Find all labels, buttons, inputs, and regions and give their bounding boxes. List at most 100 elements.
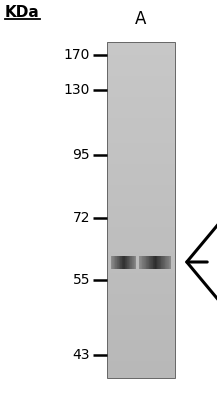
Bar: [127, 256, 128, 268]
Bar: [107, 88, 175, 92]
Bar: [146, 256, 147, 268]
Bar: [107, 294, 175, 298]
Bar: [107, 206, 175, 210]
Bar: [164, 256, 165, 268]
Bar: [107, 63, 175, 67]
Bar: [112, 256, 113, 268]
Bar: [152, 256, 153, 268]
Bar: [107, 332, 175, 336]
Bar: [107, 348, 175, 353]
Bar: [107, 71, 175, 76]
Bar: [107, 185, 175, 189]
Bar: [107, 256, 175, 260]
Bar: [132, 256, 133, 268]
Bar: [107, 214, 175, 218]
Bar: [107, 344, 175, 348]
Bar: [107, 122, 175, 126]
Bar: [107, 336, 175, 340]
Bar: [107, 42, 175, 378]
Bar: [107, 239, 175, 244]
Bar: [107, 340, 175, 344]
Bar: [107, 139, 175, 143]
Text: 55: 55: [72, 273, 90, 287]
Bar: [153, 256, 154, 268]
Bar: [115, 256, 116, 268]
Bar: [142, 256, 143, 268]
Bar: [107, 168, 175, 172]
Bar: [107, 92, 175, 96]
Bar: [134, 256, 135, 268]
Bar: [107, 306, 175, 311]
Bar: [107, 46, 175, 50]
Bar: [107, 260, 175, 265]
Text: 95: 95: [72, 148, 90, 162]
Bar: [154, 256, 155, 268]
Bar: [107, 231, 175, 235]
Bar: [107, 130, 175, 134]
Bar: [122, 256, 123, 268]
Bar: [124, 256, 125, 268]
Bar: [140, 256, 141, 268]
Bar: [148, 256, 149, 268]
Bar: [107, 101, 175, 105]
Bar: [170, 256, 171, 268]
Bar: [145, 256, 146, 268]
Bar: [139, 256, 140, 268]
Bar: [117, 256, 118, 268]
Bar: [133, 256, 134, 268]
Bar: [107, 147, 175, 151]
Bar: [113, 256, 114, 268]
Bar: [107, 353, 175, 357]
Bar: [149, 256, 150, 268]
Bar: [166, 256, 167, 268]
Bar: [107, 42, 175, 46]
Bar: [107, 328, 175, 332]
Bar: [120, 256, 121, 268]
Bar: [143, 256, 144, 268]
Bar: [162, 256, 163, 268]
Bar: [107, 244, 175, 248]
Bar: [107, 160, 175, 164]
Bar: [107, 67, 175, 71]
Bar: [107, 109, 175, 114]
Bar: [169, 256, 170, 268]
Bar: [107, 366, 175, 370]
Bar: [158, 256, 159, 268]
Bar: [107, 198, 175, 202]
Bar: [116, 256, 117, 268]
Text: 130: 130: [64, 83, 90, 97]
Bar: [107, 202, 175, 206]
Bar: [107, 189, 175, 193]
Bar: [107, 252, 175, 256]
Bar: [121, 256, 122, 268]
Bar: [141, 256, 142, 268]
Bar: [155, 256, 156, 268]
Bar: [107, 286, 175, 290]
Bar: [107, 361, 175, 366]
Bar: [165, 256, 166, 268]
Bar: [125, 256, 126, 268]
Bar: [107, 374, 175, 378]
Bar: [159, 256, 160, 268]
Bar: [150, 256, 151, 268]
Bar: [107, 311, 175, 315]
Bar: [107, 227, 175, 231]
Bar: [107, 357, 175, 361]
Bar: [107, 282, 175, 286]
Bar: [118, 256, 119, 268]
Bar: [107, 277, 175, 282]
Bar: [161, 256, 162, 268]
Bar: [107, 298, 175, 302]
Bar: [128, 256, 129, 268]
Bar: [107, 118, 175, 122]
Bar: [107, 76, 175, 80]
Bar: [107, 210, 175, 214]
Bar: [147, 256, 148, 268]
Bar: [107, 265, 175, 269]
Text: KDa: KDa: [5, 5, 40, 20]
Bar: [107, 218, 175, 222]
Bar: [114, 256, 115, 268]
Bar: [107, 126, 175, 130]
Bar: [151, 256, 152, 268]
Bar: [167, 256, 168, 268]
